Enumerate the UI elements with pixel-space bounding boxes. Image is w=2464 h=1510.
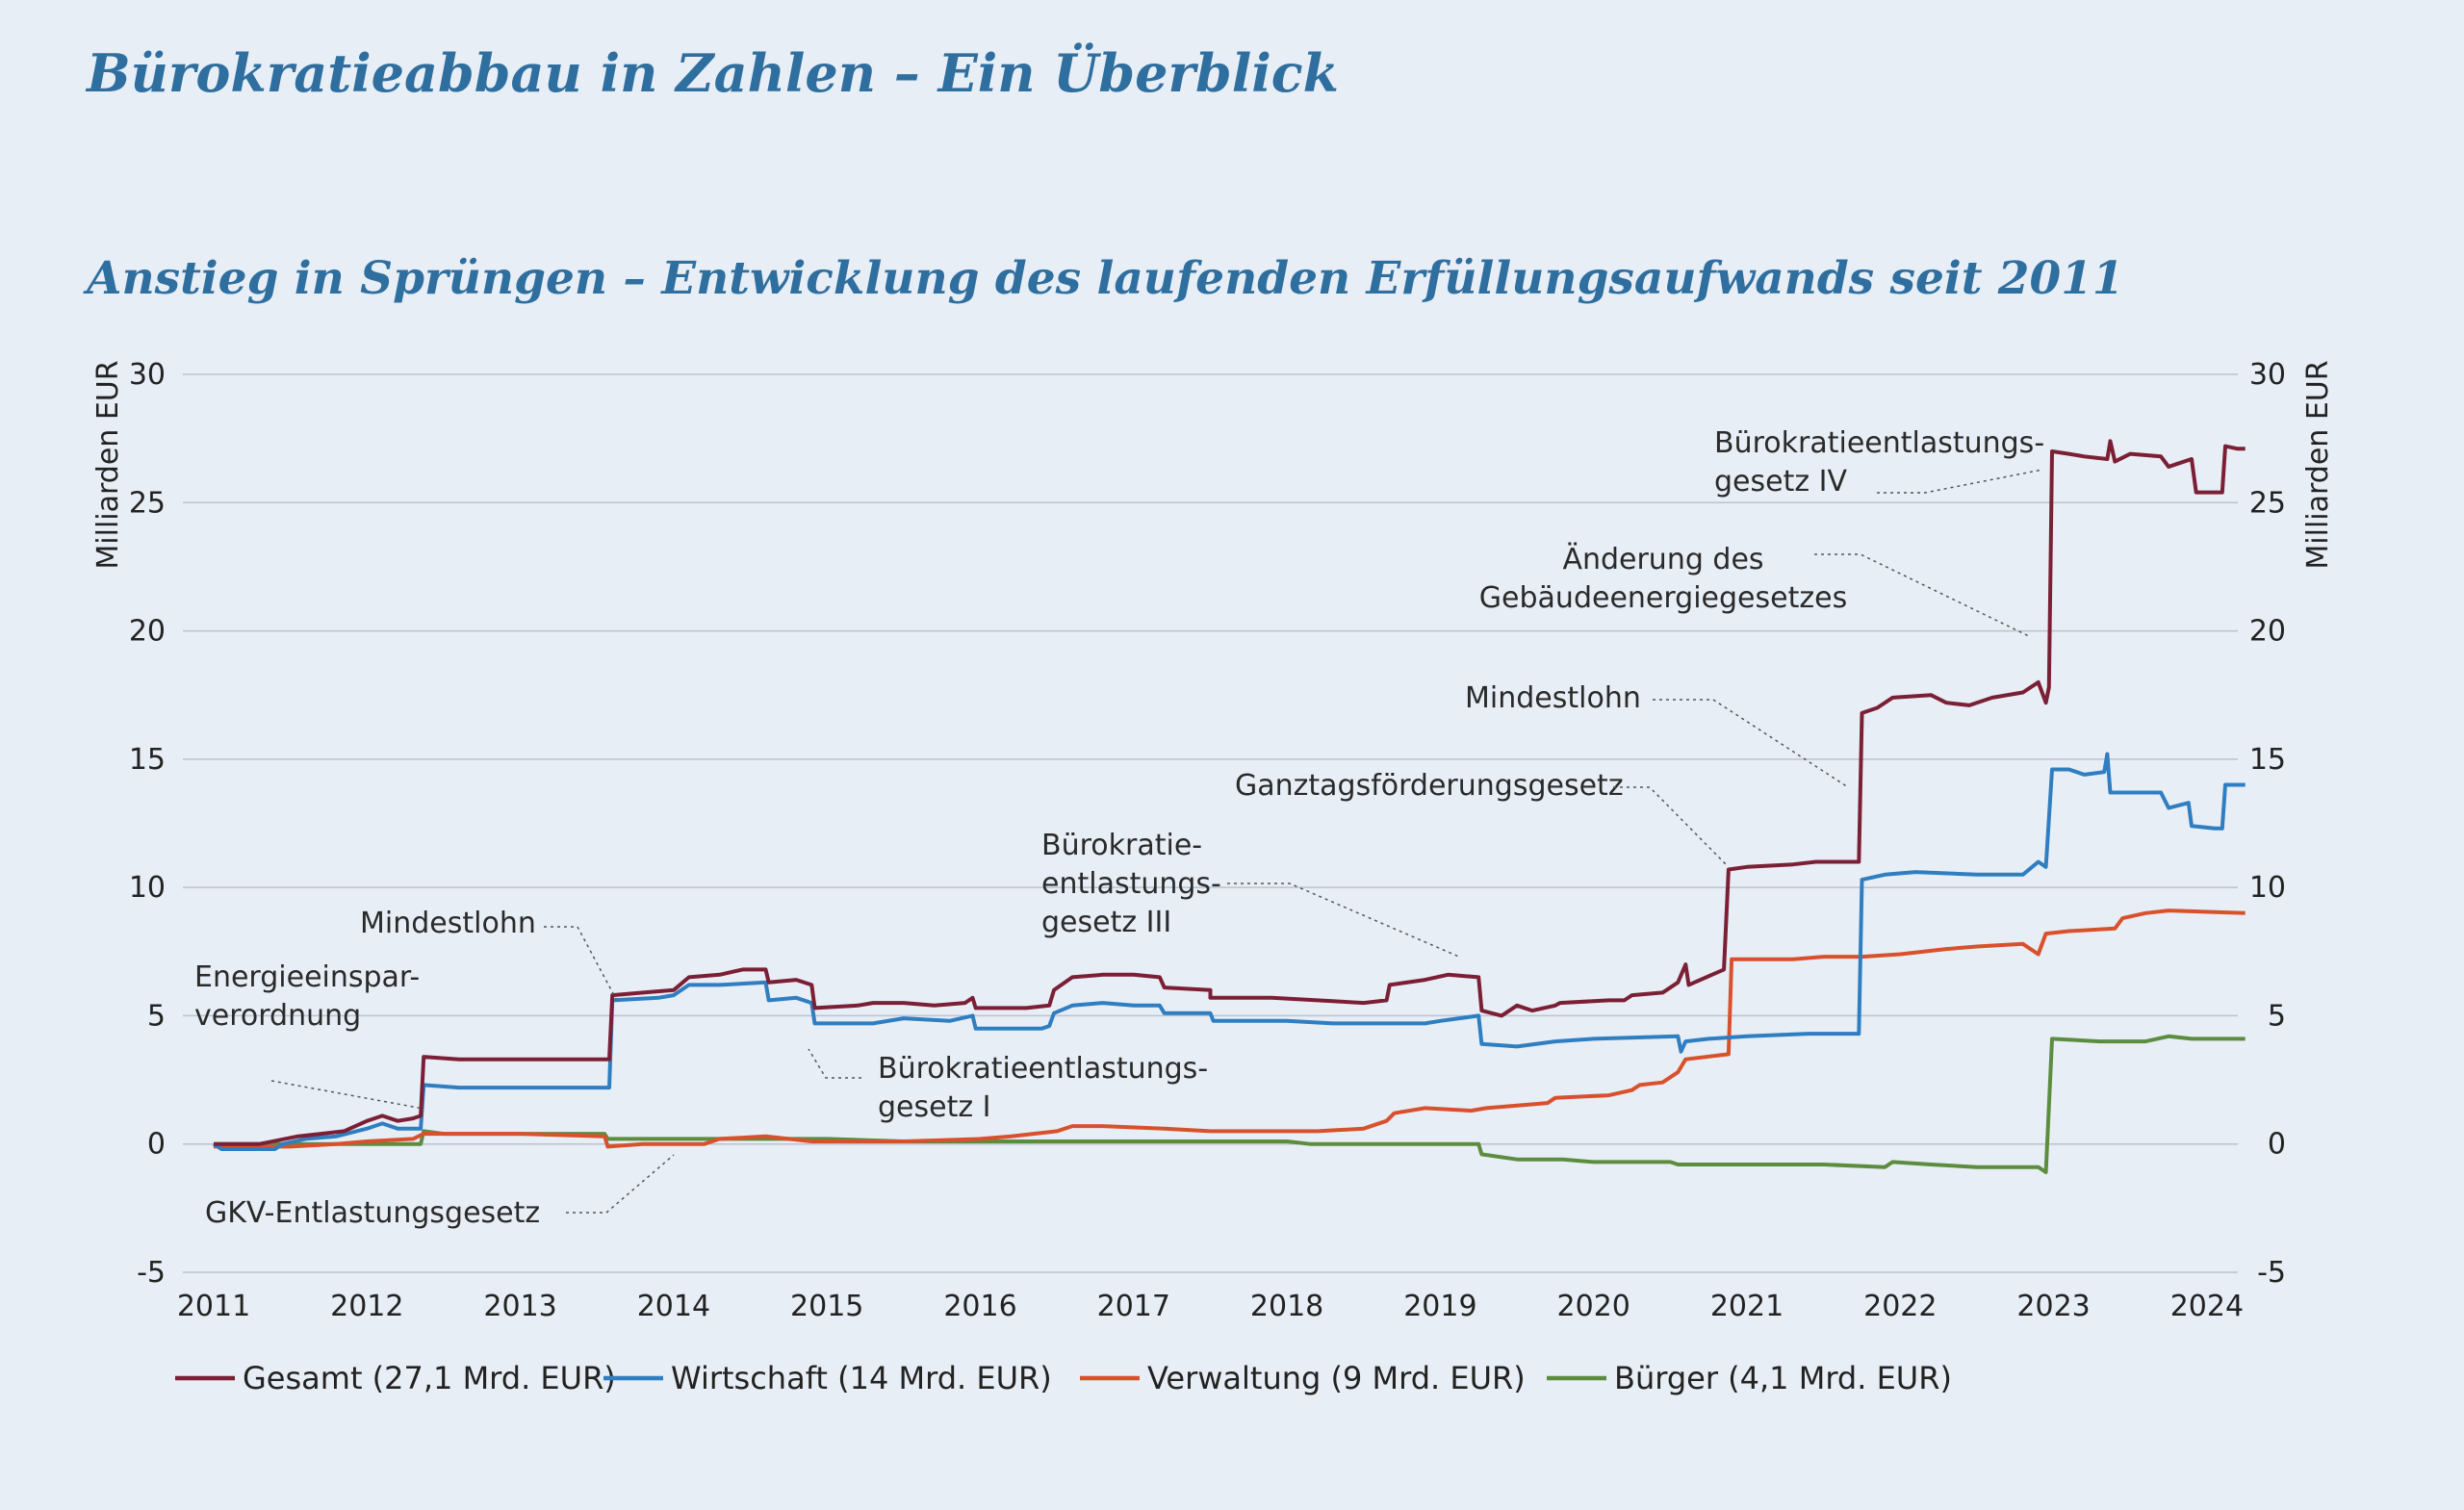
annotation-label: Mindestlohn (1465, 681, 1641, 715)
y-tick-label-left: 5 (147, 999, 166, 1033)
annotation-leader (1227, 883, 1462, 959)
x-tick-label: 2020 (1557, 1290, 1630, 1323)
y-tick-label-right: 25 (2249, 486, 2286, 520)
annotation-label: GKV-Entlastungsgesetz (205, 1196, 540, 1230)
y-tick-label-right: 30 (2249, 358, 2286, 392)
legend-label: Verwaltung (9 Mrd. EUR) (1147, 1360, 1526, 1396)
x-tick-label: 2017 (1097, 1290, 1170, 1323)
annotation: Ganztagsförderungsgesetz (1235, 769, 1727, 865)
y-tick-label-right: 0 (2268, 1128, 2286, 1162)
annotation-leader (566, 1154, 675, 1214)
y-tick-label-right: 15 (2249, 743, 2286, 777)
x-axis: 2011 2012 2013 2014 2015 2016 2017 2018 2019 2020… (177, 1290, 2244, 1323)
annotation-leader (808, 1048, 861, 1079)
annotation-label: Bürokratieentlastungs-gesetz I (878, 1052, 1208, 1124)
x-tick-label: 2015 (790, 1290, 863, 1323)
y-tick-label-left: 25 (129, 486, 166, 520)
page-title: Bürokratieabbau in Zahlen – Ein Überblic… (87, 42, 1340, 104)
grid-lines (183, 373, 2238, 1273)
x-tick-label: 2012 (330, 1290, 403, 1323)
annotation: GKV-Entlastungsgesetz (205, 1154, 675, 1230)
x-tick-label: 2018 (1250, 1290, 1323, 1323)
annotation: Änderung des Gebäudeenergiegesetzes (1479, 542, 2032, 638)
series-line (214, 909, 2246, 1149)
legend-label: Gesamt (27,1 Mrd. EUR) (243, 1360, 616, 1396)
series-lines (212, 439, 2246, 1174)
y-tick-label-left: -5 (137, 1256, 166, 1290)
series-line (214, 439, 2246, 1146)
annotation: Energieeinspar-verordnung (194, 960, 424, 1110)
x-tick-label: 2016 (943, 1290, 1016, 1323)
y-tick-label-left: 20 (129, 615, 166, 649)
annotation: Mindestlohn (1465, 681, 1849, 788)
annotation-leader (1653, 699, 1849, 788)
x-tick-label: 2023 (2016, 1290, 2090, 1323)
y-tick-label-left: 30 (129, 358, 166, 392)
x-tick-label: 2011 (177, 1290, 250, 1323)
legend-label: Bürger (4,1 Mrd. EUR) (1614, 1360, 1952, 1396)
annotation-label: Bürokratie-entlastungs-gesetz III (1041, 829, 1221, 939)
annotation-label: Mindestlohn (360, 907, 536, 940)
y-tick-label-right: -5 (2257, 1256, 2286, 1290)
series-line (212, 752, 2246, 1151)
annotation: Bürokratieentlastungs-gesetz I (808, 1048, 1208, 1124)
y-axis-left: 30 25 20 15 10 5 0 -5 (129, 358, 166, 1290)
y-tick-label-left: 10 (129, 871, 166, 905)
x-tick-label: 2019 (1403, 1290, 1476, 1323)
annotation-label: Änderung des Gebäudeenergiegesetzes (1479, 542, 1847, 615)
x-tick-label: 2021 (1710, 1290, 1784, 1323)
legend: Gesamt (27,1 Mrd. EUR) Wirtschaft (14 Mrd… (175, 1360, 1952, 1396)
y-axis-label-right: Milliarden EUR (2301, 360, 2335, 569)
x-tick-label: 2013 (483, 1290, 556, 1323)
x-tick-label: 2024 (2170, 1290, 2244, 1323)
series-line (214, 1034, 2246, 1174)
annotation-label: Ganztagsförderungsgesetz (1235, 769, 1624, 803)
annotation-leader (1877, 469, 2043, 494)
annotation-leader (1613, 786, 1727, 865)
annotation-leader (1814, 553, 2032, 638)
y-axis-label-left: Milliarden EUR (91, 360, 125, 569)
y-tick-label-left: 15 (129, 743, 166, 777)
y-tick-label-right: 20 (2249, 615, 2286, 649)
annotation: Bürokratie-entlastungs-gesetz III (1041, 829, 1462, 959)
annotation: Mindestlohn (360, 907, 617, 1000)
annotation-leader (270, 1080, 424, 1110)
annotation-label: Energieeinspar-verordnung (194, 960, 420, 1033)
chart-title: Anstieg in Sprüngen – Entwicklung des la… (87, 252, 2124, 305)
y-tick-label-right: 5 (2268, 999, 2286, 1033)
y-tick-label-right: 10 (2249, 871, 2286, 905)
y-tick-label-left: 0 (147, 1128, 166, 1162)
legend-label: Wirtschaft (14 Mrd. EUR) (671, 1360, 1052, 1396)
annotations: Energieeinspar-verordnung Mindestlohn GKV-… (194, 426, 2044, 1230)
x-tick-label: 2022 (1863, 1290, 1937, 1323)
x-tick-label: 2014 (637, 1290, 710, 1323)
annotation-leader (544, 926, 617, 1000)
annotation: Bürokratieentlastungs-gesetz IV (1714, 426, 2044, 499)
y-axis-right: 30 25 20 15 10 5 0 -5 (2249, 358, 2286, 1290)
annotation-label: Bürokratieentlastungs-gesetz IV (1714, 426, 2044, 499)
